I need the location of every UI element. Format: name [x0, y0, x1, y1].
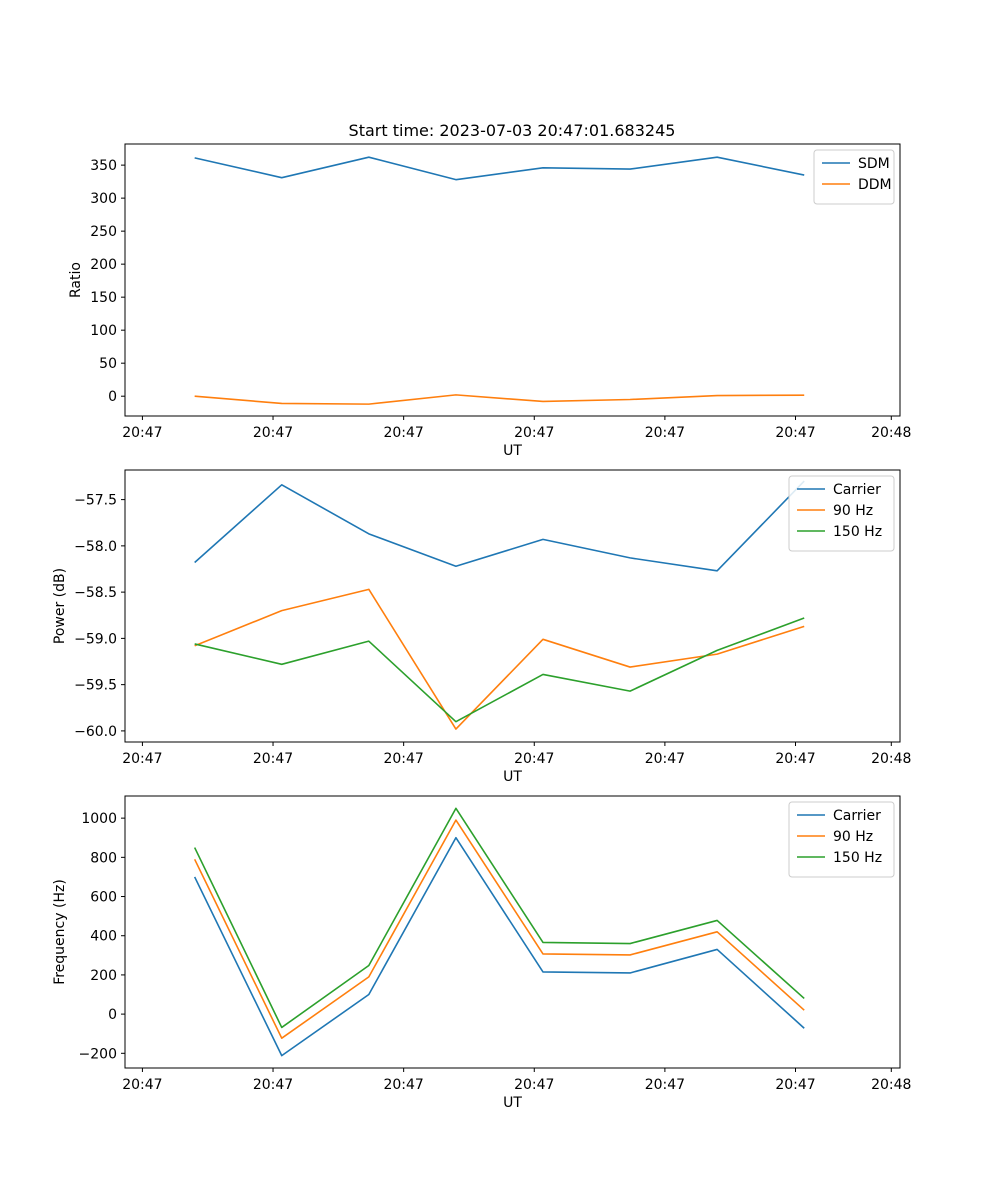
y-tick-label: −200 [79, 1046, 117, 1062]
y-tick-label: 50 [99, 356, 117, 372]
legend-label: 150 Hz [833, 524, 882, 540]
y-tick-label: −57.5 [74, 493, 117, 509]
x-tick-label: 20:47 [253, 1077, 293, 1093]
y-tick-label: 150 [90, 290, 117, 306]
x-tick-label: 20:47 [383, 751, 423, 767]
series-line-sdm [194, 156, 805, 181]
legend: Carrier 90 Hz 150 Hz [788, 801, 895, 878]
x-tick-label: 20:47 [253, 425, 293, 441]
series-line-90-hz [193, 819, 805, 1040]
x-tick-label: 20:47 [645, 751, 685, 767]
y-tick-label: 200 [90, 968, 117, 984]
x-tick-label: 20:47 [775, 425, 815, 441]
x-tick-label: 20:47 [253, 751, 293, 767]
axes-frame [124, 469, 901, 743]
x-tick-label: 20:47 [514, 751, 554, 767]
x-tick-label: 20:47 [645, 425, 685, 441]
x-tick-label: 20:47 [775, 751, 815, 767]
y-tick-label: 350 [90, 158, 117, 174]
x-tick-label: 20:47 [514, 1077, 554, 1093]
y-axis-label: Ratio [68, 262, 84, 298]
y-tick-label: 800 [90, 850, 117, 866]
legend-label: DDM [858, 177, 892, 193]
y-tick-label: −59.0 [74, 631, 117, 647]
legend: SDM DDM [813, 149, 895, 205]
y-tick-label: 0 [108, 389, 117, 405]
legend-label: 90 Hz [833, 503, 873, 519]
legend-box [788, 801, 895, 878]
x-tick-label: 20:47 [122, 425, 162, 441]
y-tick-label: 1000 [81, 811, 117, 827]
x-axis-label: UT [503, 443, 522, 459]
y-tick-label: 300 [90, 191, 117, 207]
x-tick-label: 20:47 [645, 1077, 685, 1093]
y-tick-label: −58.0 [74, 539, 117, 555]
y-axis-label: Power (dB) [52, 568, 68, 644]
x-tick-label: 20:47 [122, 751, 162, 767]
legend: Carrier 90 Hz 150 Hz [788, 475, 895, 552]
series-line-ddm [194, 394, 805, 405]
x-tick-label: 20:48 [871, 751, 911, 767]
y-tick-label: 400 [90, 929, 117, 945]
subplot-ratio: 20:47 20:47 20:47 20:47 20:47 20:47 20:48 0 50 10… [68, 143, 911, 459]
y-tick-label: 250 [90, 224, 117, 240]
series-line-carrier [193, 836, 805, 1057]
legend-label: 90 Hz [833, 829, 873, 845]
figure-title: Start time: 2023-07-03 20:47:01.683245 [349, 121, 676, 140]
x-tick-label: 20:48 [871, 1077, 911, 1093]
x-tick-label: 20:47 [383, 425, 423, 441]
x-tick-label: 20:48 [871, 425, 911, 441]
subplot-power: 20:47 20:47 20:47 20:47 20:47 20:47 20:48 −60.0… [52, 469, 911, 785]
y-tick-label: 100 [90, 323, 117, 339]
y-tick-label: −59.5 [74, 678, 117, 694]
series-line-carrier [194, 480, 805, 572]
x-axis-label: UT [503, 769, 522, 785]
x-tick-label: 20:47 [122, 1077, 162, 1093]
y-tick-label: 0 [108, 1007, 117, 1023]
series-line-150-hz [193, 807, 805, 1029]
axes-frame [124, 795, 901, 1069]
legend-box [788, 475, 895, 552]
x-tick-label: 20:47 [775, 1077, 815, 1093]
x-axis-label: UT [503, 1095, 522, 1111]
legend-label: Carrier [833, 808, 881, 824]
y-tick-label: 200 [90, 257, 117, 273]
subplot-frequency: 20:47 20:47 20:47 20:47 20:47 20:47 20:48 −200 0… [52, 795, 911, 1111]
series-line-90-hz [194, 588, 805, 730]
y-tick-label: −58.5 [74, 585, 117, 601]
legend-label: Carrier [833, 482, 881, 498]
y-tick-label: 600 [90, 890, 117, 906]
legend-label: SDM [858, 156, 890, 172]
legend-label: 150 Hz [833, 850, 882, 866]
y-tick-label: −60.0 [74, 724, 117, 740]
y-axis-label: Frequency (Hz) [52, 879, 68, 985]
x-tick-label: 20:47 [383, 1077, 423, 1093]
x-tick-label: 20:47 [514, 425, 554, 441]
axes-frame [124, 143, 901, 417]
series-line-150-hz [194, 617, 805, 723]
